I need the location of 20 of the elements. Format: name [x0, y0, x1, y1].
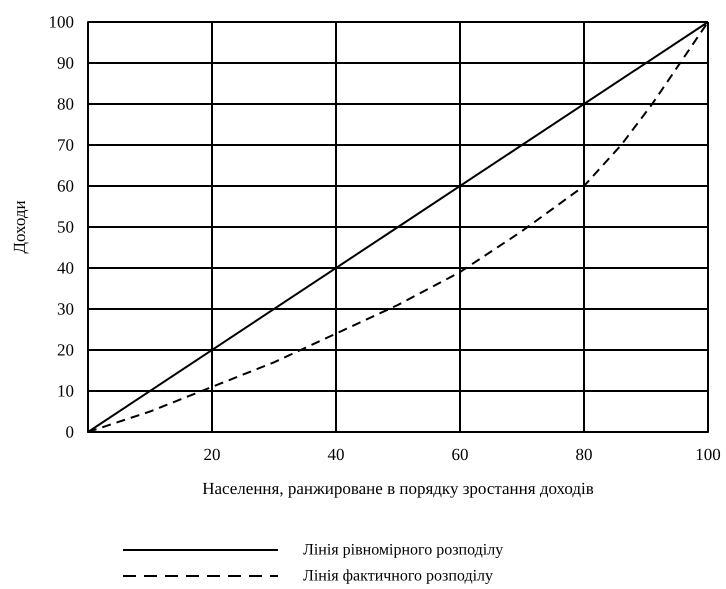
- y-tick-label: 10: [57, 382, 74, 400]
- y-tick-label: 100: [48, 12, 74, 32]
- x-tick-label: 20: [204, 445, 220, 464]
- y-tick-label: 70: [57, 136, 74, 154]
- y-axis-title: Доходи: [10, 200, 29, 254]
- y-tick-label: 30: [57, 300, 74, 318]
- y-tick-label: 0: [66, 422, 74, 442]
- x-tick-label: 40: [328, 445, 344, 464]
- x-tick-label: 100: [695, 445, 721, 464]
- y-tick-label: 40: [57, 258, 74, 278]
- y-tick-label: 50: [57, 218, 74, 236]
- y-tick-label: 90: [57, 54, 74, 72]
- y-tick-label: 60: [57, 176, 74, 196]
- y-tick-label: 80: [57, 94, 74, 114]
- legend-label: Лінія фактичного розподілу: [303, 568, 494, 584]
- x-tick-label: 80: [576, 445, 592, 464]
- legend-label: Лінія рівномірного розподілу: [303, 542, 504, 558]
- y-tick-label: 20: [57, 340, 74, 360]
- x-tick-label: 60: [452, 445, 468, 464]
- x-axis-title: Населення, ранжироване в порядку зростання доходів: [202, 479, 594, 498]
